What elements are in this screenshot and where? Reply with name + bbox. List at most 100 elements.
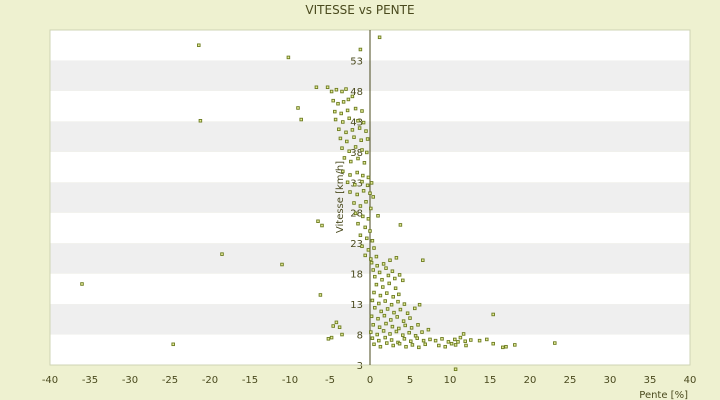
data-point: [408, 316, 412, 320]
data-point: [382, 313, 387, 318]
data-point: [421, 258, 425, 262]
data-point: [356, 221, 360, 226]
data-point: [377, 325, 382, 329]
data-point: [423, 342, 427, 347]
data-point: [345, 108, 350, 113]
x-axis-label: Pente [%]: [639, 390, 688, 400]
data-point: [386, 273, 391, 278]
data-point: [346, 97, 351, 102]
y-tick-label: 18: [350, 270, 363, 281]
x-tick-label: 40: [684, 375, 697, 386]
data-point: [398, 307, 403, 312]
data-point: [405, 311, 410, 315]
data-point: [363, 253, 367, 258]
x-tick-label: -25: [162, 375, 178, 386]
data-point: [365, 137, 370, 141]
data-point: [485, 337, 489, 342]
data-point: [350, 94, 355, 99]
data-point: [381, 285, 385, 289]
data-point: [329, 335, 334, 340]
x-tick-label: -5: [325, 375, 335, 386]
data-point: [352, 135, 356, 139]
data-point: [378, 344, 383, 349]
data-point: [389, 302, 394, 307]
data-point: [280, 262, 284, 267]
data-point: [369, 314, 374, 319]
data-point: [372, 290, 376, 295]
data-point: [333, 109, 337, 114]
data-point: [433, 338, 438, 343]
data-point: [463, 339, 467, 343]
data-point: [393, 286, 398, 291]
x-tick-label: -40: [42, 375, 58, 386]
data-point: [362, 161, 367, 165]
data-point: [461, 332, 466, 336]
data-point: [366, 175, 371, 180]
data-point: [380, 277, 384, 282]
data-point: [368, 229, 372, 233]
data-point: [369, 330, 373, 334]
data-point: [353, 211, 358, 216]
data-point: [443, 344, 447, 349]
data-point: [372, 246, 376, 250]
data-point: [171, 342, 175, 347]
data-point: [398, 223, 403, 227]
data-point: [365, 236, 369, 241]
data-point: [337, 325, 342, 329]
data-point: [375, 263, 379, 268]
data-point: [504, 344, 508, 349]
data-point: [446, 340, 451, 344]
data-point: [369, 260, 374, 265]
data-point: [409, 326, 414, 330]
data-point: [361, 173, 365, 178]
data-point: [376, 316, 380, 321]
data-point: [379, 309, 383, 314]
data-point: [383, 299, 387, 303]
y-tick-label: 48: [350, 87, 363, 98]
data-point: [329, 89, 334, 94]
data-point: [395, 315, 399, 319]
data-point: [391, 343, 395, 348]
y-tick-label: 43: [350, 117, 363, 128]
data-point: [338, 136, 343, 141]
data-point: [370, 298, 375, 303]
data-point: [333, 117, 338, 122]
x-tick-label: -30: [122, 375, 138, 386]
data-point: [365, 150, 369, 155]
data-point: [361, 189, 366, 193]
data-point: [359, 138, 363, 142]
data-point: [390, 324, 395, 329]
data-point: [369, 206, 373, 211]
data-point: [198, 119, 203, 123]
data-point: [415, 336, 419, 340]
data-point: [391, 295, 395, 299]
data-point: [314, 85, 319, 90]
data-point: [453, 337, 457, 342]
data-point: [341, 120, 345, 124]
x-tick-label: -15: [242, 375, 258, 386]
x-tick-label: 0: [367, 375, 373, 386]
data-point: [374, 254, 379, 259]
data-point: [336, 101, 340, 106]
data-point: [356, 156, 360, 161]
data-point: [353, 182, 357, 187]
data-point: [401, 333, 405, 337]
y-tick-label: 23: [350, 239, 363, 250]
x-tick-label: 25: [564, 375, 577, 386]
data-point: [401, 319, 406, 323]
data-point: [365, 183, 370, 188]
data-point: [341, 100, 346, 104]
y-tick-label: 38: [350, 148, 363, 159]
data-point: [296, 106, 300, 110]
x-tick-label: 35: [644, 375, 657, 386]
data-point: [402, 337, 407, 341]
data-point: [360, 109, 364, 113]
data-point: [390, 269, 395, 273]
data-point: [407, 330, 411, 335]
data-point: [397, 273, 402, 277]
data-point: [358, 47, 363, 52]
data-point: [350, 128, 355, 132]
data-point: [453, 343, 458, 347]
data-point: [491, 341, 495, 346]
data-point: [371, 195, 375, 199]
